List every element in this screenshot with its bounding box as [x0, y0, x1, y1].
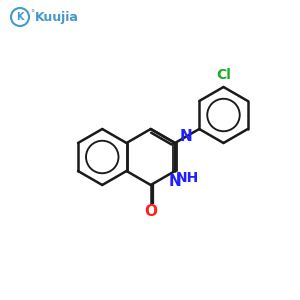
Text: Kuujia: Kuujia [35, 11, 79, 23]
Text: Cl: Cl [216, 68, 231, 82]
Text: N: N [169, 173, 182, 188]
Text: O: O [144, 203, 157, 218]
Text: N: N [180, 129, 193, 144]
Text: K: K [16, 12, 24, 22]
Text: °: ° [30, 9, 34, 18]
Text: NH: NH [176, 171, 199, 185]
